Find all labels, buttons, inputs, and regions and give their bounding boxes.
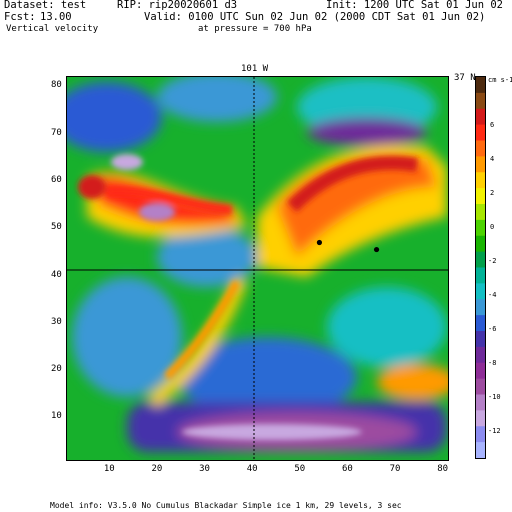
valid-label: Valid: 0100 UTC Sun 02 Jun 02 (2000 CDT … (144, 11, 486, 23)
x-tick-label: 60 (341, 464, 353, 474)
colorbar-units: cm s-1 (488, 76, 512, 84)
y-tick-label: 20 (51, 364, 62, 375)
colorbar-swatch (476, 299, 485, 316)
colorbar-label: -6 (488, 325, 497, 333)
latitude-label: 37 N (454, 73, 476, 83)
colorbar-label: 4 (490, 155, 495, 163)
model-info: Model info: V3.5.0 No Cumulus Blackadar … (50, 501, 402, 510)
colorbar-swatch (476, 394, 485, 411)
colorbar-label: -4 (488, 291, 497, 299)
colorbar-label: -12 (488, 427, 501, 435)
colorbar (475, 76, 486, 459)
fcst-label: Fcst: (4, 11, 36, 23)
vertical-velocity-map (52, 72, 457, 461)
colorbar-swatches (476, 77, 485, 459)
colorbar-swatch (476, 315, 485, 332)
colorbar-swatch (476, 188, 485, 205)
colorbar-swatch (476, 140, 485, 157)
y-tick-label: 80 (51, 80, 62, 91)
map-canvas (52, 72, 457, 460)
longitude-label: 101 W (241, 64, 269, 74)
y-tick-label: 10 (51, 411, 62, 422)
x-tick-label: 70 (389, 464, 401, 474)
colorbar-label: -2 (488, 257, 497, 265)
colorbar-swatch (476, 410, 485, 427)
colorbar-swatch (476, 362, 485, 380)
colorbar-swatch (476, 124, 485, 141)
colorbar-swatch (476, 92, 485, 110)
x-tick-label: 50 (294, 464, 306, 474)
rip-label: RIP: rip20020601 d3 (117, 0, 238, 11)
y-tick-label: 60 (51, 175, 62, 186)
colorbar-swatch (476, 346, 485, 364)
colorbar-swatch (476, 251, 485, 268)
station-marker (373, 246, 380, 253)
fcst-value: 13.00 (40, 11, 72, 23)
dataset-label: Dataset: test (4, 0, 87, 11)
y-tick-label: 50 (51, 222, 62, 233)
colorbar-swatch (476, 156, 485, 173)
colorbar-label: -10 (488, 393, 501, 401)
field-name: Vertical velocity (6, 24, 99, 34)
colorbar-swatch (476, 204, 485, 221)
x-tick-label: 30 (199, 464, 210, 474)
station-marker (316, 239, 323, 246)
colorbar-swatch (476, 172, 485, 189)
y-tick-label: 70 (51, 127, 62, 138)
y-tick-label: 30 (51, 316, 62, 327)
x-tick-label: 20 (151, 464, 163, 474)
x-tick-label: 40 (246, 464, 258, 474)
colorbar-swatch (476, 442, 485, 459)
colorbar-swatch (476, 378, 485, 395)
y-tick-label: 40 (51, 269, 62, 280)
x-tick-label: 80 (437, 464, 449, 474)
colorbar-label: 0 (490, 223, 495, 231)
colorbar-swatch (476, 426, 485, 443)
colorbar-swatch (476, 235, 485, 253)
colorbar-label: -8 (488, 359, 497, 367)
x-tick-label: 10 (103, 464, 115, 474)
colorbar-swatch (476, 219, 485, 237)
colorbar-swatch (476, 283, 485, 300)
pressure-level: at pressure = 700 hPa (198, 24, 312, 34)
colorbar-swatch (476, 267, 485, 284)
colorbar-label: 6 (490, 121, 495, 129)
colorbar-swatch (476, 108, 485, 126)
colorbar-swatch (476, 77, 485, 94)
colorbar-label: 2 (490, 189, 495, 197)
init-label: Init: 1200 UTC Sat 01 Jun 02 (326, 0, 504, 11)
colorbar-swatch (476, 331, 485, 348)
